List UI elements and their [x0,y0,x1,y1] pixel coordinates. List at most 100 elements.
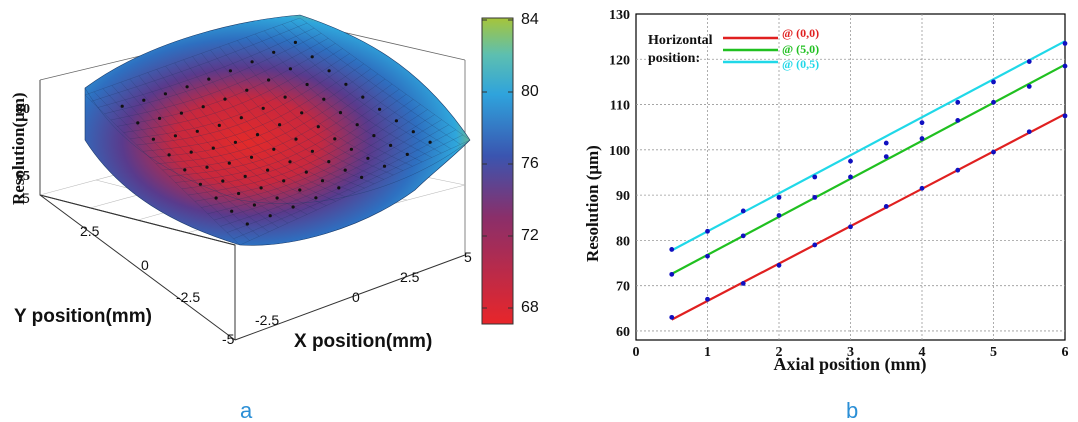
measurement-point [230,209,234,213]
measurement-point [378,107,382,111]
x-axis-title: X position(mm) [294,331,432,352]
measurement-point [343,168,347,172]
measurement-point [142,98,146,102]
y-tick-label: -5 [222,331,235,347]
data-point [1062,41,1068,46]
data-point [740,233,746,239]
measurement-point [198,182,202,186]
measurement-point [304,170,308,174]
data-point [1026,129,1032,135]
surface-plot: 80 65 5 2.5 0 -2.5 -5 -2.5 0 2.5 5 Resol… [9,11,539,352]
measurement-point [245,222,249,226]
fit-line [671,113,1066,321]
data-point [848,158,853,164]
measurement-point [283,95,287,99]
measurement-point [272,50,276,54]
measurement-point [288,67,292,71]
colorbar-ticks [482,19,513,309]
measurement-point [333,137,337,141]
mesh-line [299,17,471,141]
measurement-point [389,143,393,147]
colorbar-tick-label: 72 [521,227,539,244]
x-tick-label: 2.5 [400,269,420,285]
y-tick-label: 0 [141,257,149,273]
measurement-point [282,179,286,183]
y-tick-label: 120 [609,53,630,68]
mesh-line [233,134,463,239]
y-tick-label: 70 [616,280,630,295]
x-tick-label: 3 [847,345,854,360]
mesh-line [281,24,451,149]
panel-label-b: b [846,398,858,422]
measurement-point [275,196,279,200]
measurement-point [405,152,409,156]
box-edge [234,254,466,341]
x-tick-label: 6 [1062,345,1069,360]
measurement-point [344,82,348,86]
data-point [955,99,961,105]
measurement-point [221,179,225,183]
measurement-point [189,150,193,154]
measurement-point [243,174,247,178]
colorbar-tick-label: 68 [521,299,539,316]
mesh-line [214,119,442,221]
data-point [955,167,961,173]
measurement-point [195,129,199,133]
data-point [1026,84,1032,89]
measurement-point [337,186,341,190]
data-point [812,194,818,200]
fit-lines [671,40,1066,321]
measurement-point [293,40,297,45]
data-point [919,120,925,126]
data-point [1026,59,1032,64]
measurement-point [310,55,314,59]
mesh-line [272,27,442,154]
measurement-point [179,111,183,115]
measurement-point [151,137,155,141]
data-point [919,136,925,141]
measurement-points [120,40,432,226]
legend-entry: @ (5,0) [782,42,819,56]
box-edge [39,194,236,341]
y-tick-label: -2.5 [176,289,200,305]
measurement-point [382,164,387,168]
data-point [991,79,996,85]
x-axis-title: Axial position (mm) [774,354,927,375]
measurement-point [338,111,343,115]
measurement-point [163,92,167,96]
data-point [812,174,818,180]
box-edge [39,194,236,340]
data-point [883,154,889,160]
measurement-point [223,97,227,101]
measurement-point [158,116,162,120]
data-points [669,41,1068,320]
measurement-point [298,188,302,192]
measurement-point [239,116,243,120]
data-point [883,204,889,209]
data-point [991,99,996,105]
data-point [848,174,853,180]
measurement-point [252,203,256,207]
measurement-point [327,69,331,73]
data-point [812,242,818,248]
data-point [1062,63,1068,69]
y-tick-label: 110 [610,99,630,114]
measurement-point [267,78,271,82]
measurement-point [249,155,254,159]
data-point [776,194,782,200]
y-axis-title: Resolution (μm) [583,145,602,262]
y-tick-labels: 60 70 80 90 100 110 120 130 [609,8,630,340]
measurement-point [316,125,320,129]
mesh-line [220,124,449,227]
z-tick-label: 80 [16,102,30,117]
measurement-point [320,179,325,183]
x-tick-label: 0 [633,345,640,360]
mesh-line [290,21,461,145]
measurement-point [288,160,292,164]
measurement-point [205,165,209,169]
measurement-point [217,123,221,127]
measurement-point [305,82,309,87]
measurement-point [201,105,205,109]
y-tick-label: 60 [616,325,630,340]
